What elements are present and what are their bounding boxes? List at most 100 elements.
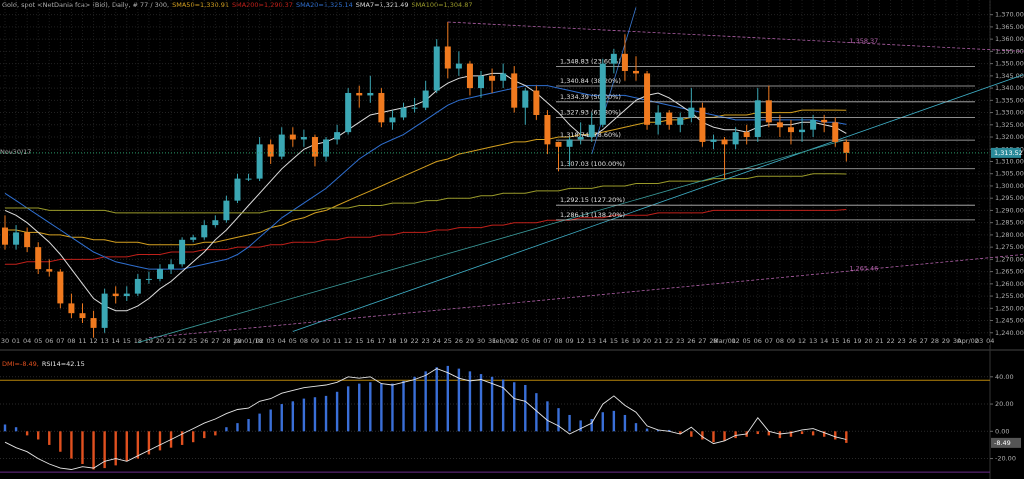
candle-body xyxy=(433,46,440,91)
candle-body xyxy=(511,73,518,108)
histogram-bar xyxy=(756,431,759,435)
x-tick-label: 13 xyxy=(588,337,596,345)
candle-body xyxy=(588,124,595,138)
histogram-bar xyxy=(811,431,815,436)
fib-label: 1,327.93 (61.80%) xyxy=(560,109,621,117)
candle-body xyxy=(632,70,639,74)
candle-body xyxy=(544,115,551,145)
histogram-bar xyxy=(579,420,582,432)
x-tick-label: 04 xyxy=(23,337,31,345)
histogram-bar xyxy=(424,371,427,432)
histogram-bar xyxy=(346,386,350,432)
x-tick-label: Mar/01 xyxy=(713,337,736,345)
candle-body xyxy=(179,239,186,265)
y-tick-label: 1,365.00 xyxy=(995,23,1024,31)
y-tick-label: 20.00 xyxy=(995,400,1014,408)
x-tick-label: 07 xyxy=(765,337,773,345)
fib-label: 1,292.15 (127.20%) xyxy=(560,196,625,204)
x-tick-label: 08 xyxy=(554,337,562,345)
chart-title: Gold, spot <NetDania fca> (Bid), Daily, … xyxy=(2,1,169,9)
x-tick-label: 15 xyxy=(123,337,131,345)
current-price-label: 1,313.52 xyxy=(994,149,1023,157)
candle-body xyxy=(621,53,628,71)
candle-body xyxy=(378,92,385,123)
x-tick-label: 18 xyxy=(388,337,396,345)
x-tick-label: 02 xyxy=(731,337,739,345)
histogram-bar xyxy=(214,431,217,436)
candle-body xyxy=(156,269,163,279)
last-value-label: -8.49 xyxy=(994,439,1011,447)
legend-entry: SMA20=1,325.14 xyxy=(296,1,353,9)
candle-body xyxy=(289,134,296,140)
candle-body xyxy=(832,122,839,142)
candle-body xyxy=(356,92,363,96)
candle-body xyxy=(732,132,739,145)
candle-body xyxy=(112,293,119,297)
histogram-bar xyxy=(247,419,250,432)
legend-entry: DMI=-8.49, xyxy=(2,360,39,368)
x-tick-label: 07 xyxy=(543,337,551,345)
candle-body xyxy=(489,75,496,81)
chart-header: Gold, spot <NetDania fca> (Bid), Daily, … xyxy=(2,1,473,9)
trendline xyxy=(137,139,847,343)
candle-body xyxy=(422,90,429,108)
candle-body xyxy=(522,90,529,108)
x-tick-label: 06 xyxy=(45,337,53,345)
candle-body xyxy=(455,63,462,69)
candle-body xyxy=(400,107,407,118)
x-tick-label: 27 xyxy=(920,337,928,345)
x-tick-label: 16 xyxy=(366,337,374,345)
histogram-bar xyxy=(723,431,726,441)
histogram-bar xyxy=(789,431,793,437)
histogram-bar xyxy=(457,368,461,432)
y-tick-label: 1,340.00 xyxy=(995,84,1024,92)
histogram-bar xyxy=(92,431,95,470)
candle-body xyxy=(234,178,241,201)
y-tick-label: 1,310.00 xyxy=(995,157,1024,165)
trendline xyxy=(591,7,637,155)
x-tick-label: 11 xyxy=(333,337,341,345)
x-tick-label: 22 xyxy=(178,337,186,345)
histogram-bar xyxy=(535,393,538,432)
candle-body xyxy=(168,264,175,270)
histogram-bar xyxy=(291,401,295,432)
candle-body xyxy=(710,139,717,142)
candle-body xyxy=(577,137,584,140)
x-tick-label: 31 xyxy=(488,337,496,345)
histogram-bar xyxy=(280,404,283,432)
x-tick-label: 16 xyxy=(842,337,850,345)
legend-entry: SMA7=1,321.49 xyxy=(356,1,409,9)
x-tick-label: 11 xyxy=(78,337,86,345)
histogram-bar xyxy=(435,367,438,432)
candle-body xyxy=(68,303,75,314)
histogram-bar xyxy=(701,431,704,440)
histogram-bar xyxy=(103,431,106,469)
x-tick-label: 02 xyxy=(255,337,263,345)
y-tick-label: 1,245.00 xyxy=(995,317,1024,325)
histogram-bar xyxy=(114,431,117,466)
moving-average-line xyxy=(5,209,847,265)
x-tick-label: 14 xyxy=(112,337,120,345)
candle-body xyxy=(677,117,684,125)
histogram-bar xyxy=(81,431,84,465)
histogram-bar xyxy=(679,431,682,435)
x-tick-label: 22 xyxy=(886,337,894,345)
x-tick-label: 09 xyxy=(787,337,795,345)
candle-body xyxy=(500,73,507,81)
x-tick-label: 28 xyxy=(931,337,939,345)
y-tick-label: 1,335.00 xyxy=(995,96,1024,104)
x-tick-label: 03 xyxy=(975,337,983,345)
x-tick-label: 19 xyxy=(399,337,407,345)
histogram-bar xyxy=(369,382,372,432)
histogram-bar xyxy=(490,376,494,432)
y-tick-label: 0.00 xyxy=(995,427,1009,435)
y-tick-label: 1,325.00 xyxy=(995,121,1024,129)
x-tick-label: 03 xyxy=(267,337,275,345)
histogram-bar xyxy=(845,431,848,443)
histogram-bar xyxy=(557,408,560,432)
x-tick-label: 05 xyxy=(521,337,529,345)
y-tick-label: 1,275.00 xyxy=(995,243,1024,251)
x-tick-label: 27 xyxy=(211,337,219,345)
x-tick-label: 05 xyxy=(743,337,751,345)
candle-body xyxy=(256,144,263,179)
